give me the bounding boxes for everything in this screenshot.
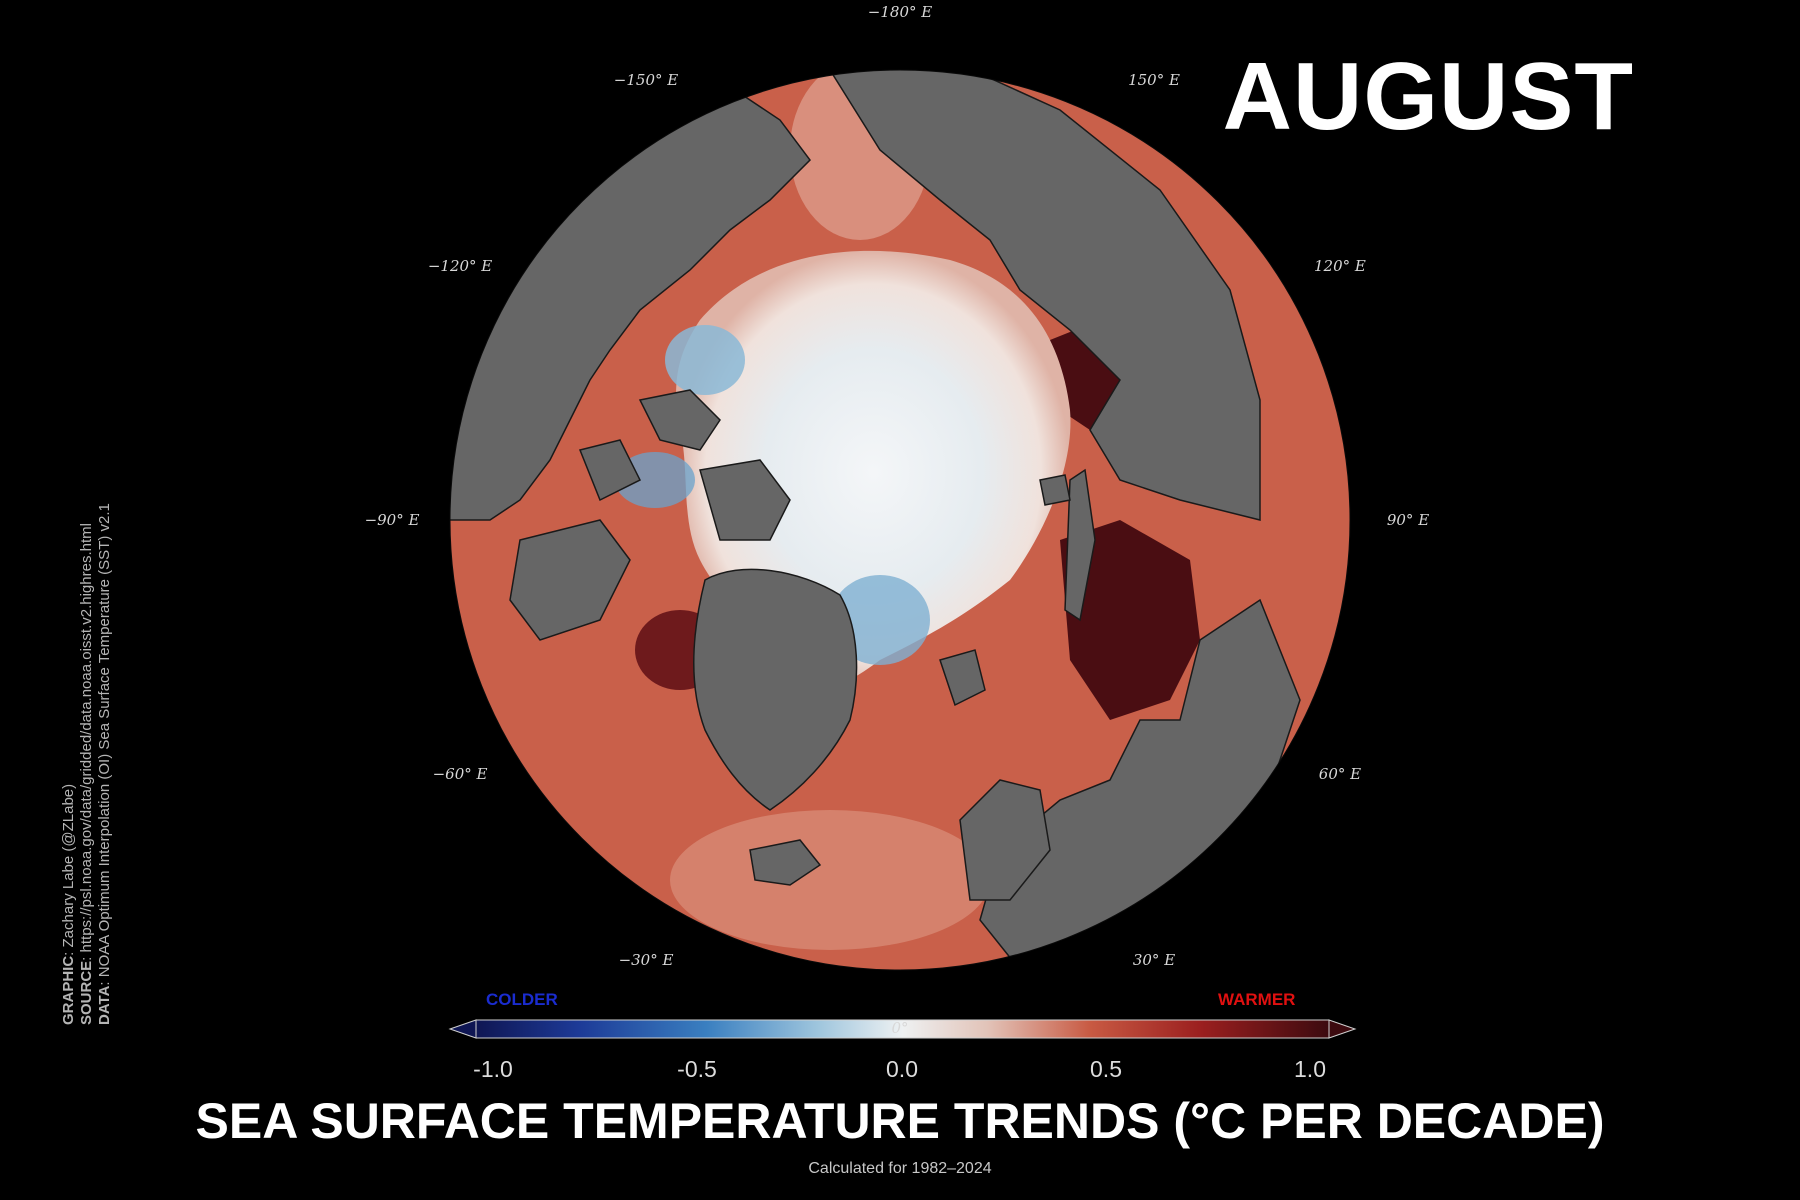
colorbar-tick: 0.0 (886, 1056, 918, 1082)
colorbar-tick: 1.0 (1294, 1056, 1326, 1082)
land-franz-josef (1039, 474, 1071, 506)
longitude-label: −120° E (427, 257, 493, 275)
subtitle: Calculated for 1982–2024 (808, 1160, 992, 1177)
longitude-label: 60° E (1318, 765, 1362, 783)
cool-patch (615, 452, 695, 508)
very-warm-patch-barents (1060, 520, 1200, 720)
land-scandinavia (959, 779, 1051, 901)
land-iceland (749, 839, 822, 886)
colorbar-tick: -1.0 (473, 1056, 513, 1082)
warmer-label: WARMER (1218, 990, 1296, 1009)
longitude-label: −180° E (867, 3, 933, 21)
credit-data: DATA: NOAA Optimum Interpolation (OI) Se… (96, 503, 113, 1025)
cool-patch (665, 325, 745, 395)
land-svalbard (939, 649, 986, 707)
map-boundary (449, 69, 1351, 971)
land-arctic-archipelago (699, 459, 791, 541)
longitude-label: 150° E (1128, 71, 1180, 90)
main-title: SEA SURFACE TEMPERATURE TRENDS (°C PER D… (195, 1093, 1605, 1149)
land-arctic-archipelago (638, 389, 721, 451)
land-greenland (693, 568, 858, 811)
month-title: AUGUST (1222, 43, 1634, 150)
colorbar-tick: 0.5 (1090, 1056, 1122, 1082)
longitude-label: 90° E (1386, 511, 1430, 529)
longitude-label: −150° E (613, 71, 679, 90)
land-eurasia-west (979, 598, 1301, 970)
longitude-label: −30° E (618, 950, 674, 969)
credit-source: SOURCE: https://psl.noaa.gov/data/gridde… (78, 523, 95, 1025)
land-arctic-archipelago (578, 439, 642, 502)
land-novaya-zemlya (1064, 468, 1096, 622)
land-eurasia-east (828, 70, 1261, 521)
colorbar-tick: -0.5 (677, 1056, 717, 1082)
longitude-label: 30° E (1132, 950, 1176, 969)
longitude-label: −60° E (432, 765, 488, 783)
longitude-label: 120° E (1314, 257, 1366, 275)
longitude-label: −90° E (364, 511, 420, 529)
colorbar (448, 1019, 1357, 1039)
colorbar-max-arrow (1328, 1019, 1357, 1039)
ocean-warm-patch (670, 810, 990, 950)
credit-graphic: GRAPHIC: Zachary Labe (@ZLabe) (60, 783, 77, 1025)
colder-label: COLDER (486, 990, 558, 1009)
longitude-label: 0° (891, 1019, 909, 1037)
credits: GRAPHIC: Zachary Labe (@ZLabe) SOURCE: h… (60, 503, 114, 1025)
colorbar-min-arrow (448, 1019, 477, 1039)
land-baffin (509, 519, 631, 641)
